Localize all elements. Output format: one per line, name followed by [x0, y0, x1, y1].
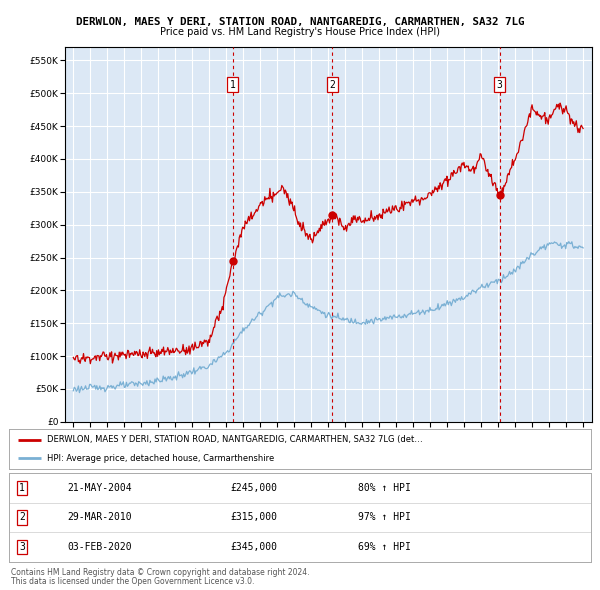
Text: HPI: Average price, detached house, Carmarthenshire: HPI: Average price, detached house, Carm…: [47, 454, 274, 463]
Text: Price paid vs. HM Land Registry's House Price Index (HPI): Price paid vs. HM Land Registry's House …: [160, 27, 440, 37]
Text: 2: 2: [19, 513, 25, 522]
Text: 1: 1: [19, 483, 25, 493]
Text: This data is licensed under the Open Government Licence v3.0.: This data is licensed under the Open Gov…: [11, 577, 254, 586]
Text: 97% ↑ HPI: 97% ↑ HPI: [358, 513, 411, 522]
Text: 2: 2: [329, 80, 335, 90]
Text: £345,000: £345,000: [230, 542, 277, 552]
Text: 03-FEB-2020: 03-FEB-2020: [67, 542, 132, 552]
Text: £245,000: £245,000: [230, 483, 277, 493]
Text: Contains HM Land Registry data © Crown copyright and database right 2024.: Contains HM Land Registry data © Crown c…: [11, 568, 310, 576]
Text: DERWLON, MAES Y DERI, STATION ROAD, NANTGAREDIG, CARMARTHEN, SA32 7LG (det…: DERWLON, MAES Y DERI, STATION ROAD, NANT…: [47, 435, 422, 444]
Text: 3: 3: [497, 80, 503, 90]
Text: DERWLON, MAES Y DERI, STATION ROAD, NANTGAREDIG, CARMARTHEN, SA32 7LG: DERWLON, MAES Y DERI, STATION ROAD, NANT…: [76, 17, 524, 27]
Text: 29-MAR-2010: 29-MAR-2010: [67, 513, 132, 522]
Text: 3: 3: [19, 542, 25, 552]
Text: 80% ↑ HPI: 80% ↑ HPI: [358, 483, 411, 493]
Text: 1: 1: [230, 80, 236, 90]
Text: 21-MAY-2004: 21-MAY-2004: [67, 483, 132, 493]
Text: £315,000: £315,000: [230, 513, 277, 522]
Text: 69% ↑ HPI: 69% ↑ HPI: [358, 542, 411, 552]
